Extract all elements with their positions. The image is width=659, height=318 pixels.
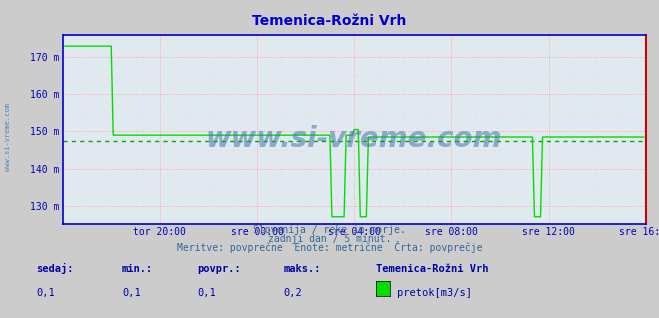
Text: www.si-vreme.com: www.si-vreme.com [5, 103, 11, 171]
Text: sedaj:: sedaj: [36, 263, 74, 274]
Text: 0,1: 0,1 [198, 288, 216, 298]
Text: 0,1: 0,1 [122, 288, 140, 298]
Text: Slovenija / reke in morje.: Slovenija / reke in morje. [253, 225, 406, 235]
Text: www.si-vreme.com: www.si-vreme.com [206, 125, 502, 153]
Text: Temenica-Rožni Vrh: Temenica-Rožni Vrh [252, 14, 407, 28]
Text: pretok[m3/s]: pretok[m3/s] [397, 288, 472, 298]
Text: min.:: min.: [122, 264, 153, 274]
Text: Meritve: povprečne  Enote: metrične  Črta: povprečje: Meritve: povprečne Enote: metrične Črta:… [177, 241, 482, 252]
Text: povpr.:: povpr.: [198, 264, 241, 274]
Text: 0,1: 0,1 [36, 288, 55, 298]
Text: Temenica-Rožni Vrh: Temenica-Rožni Vrh [376, 264, 488, 274]
Text: maks.:: maks.: [283, 264, 321, 274]
Text: 0,2: 0,2 [283, 288, 302, 298]
Text: zadnji dan / 5 minut.: zadnji dan / 5 minut. [268, 234, 391, 244]
